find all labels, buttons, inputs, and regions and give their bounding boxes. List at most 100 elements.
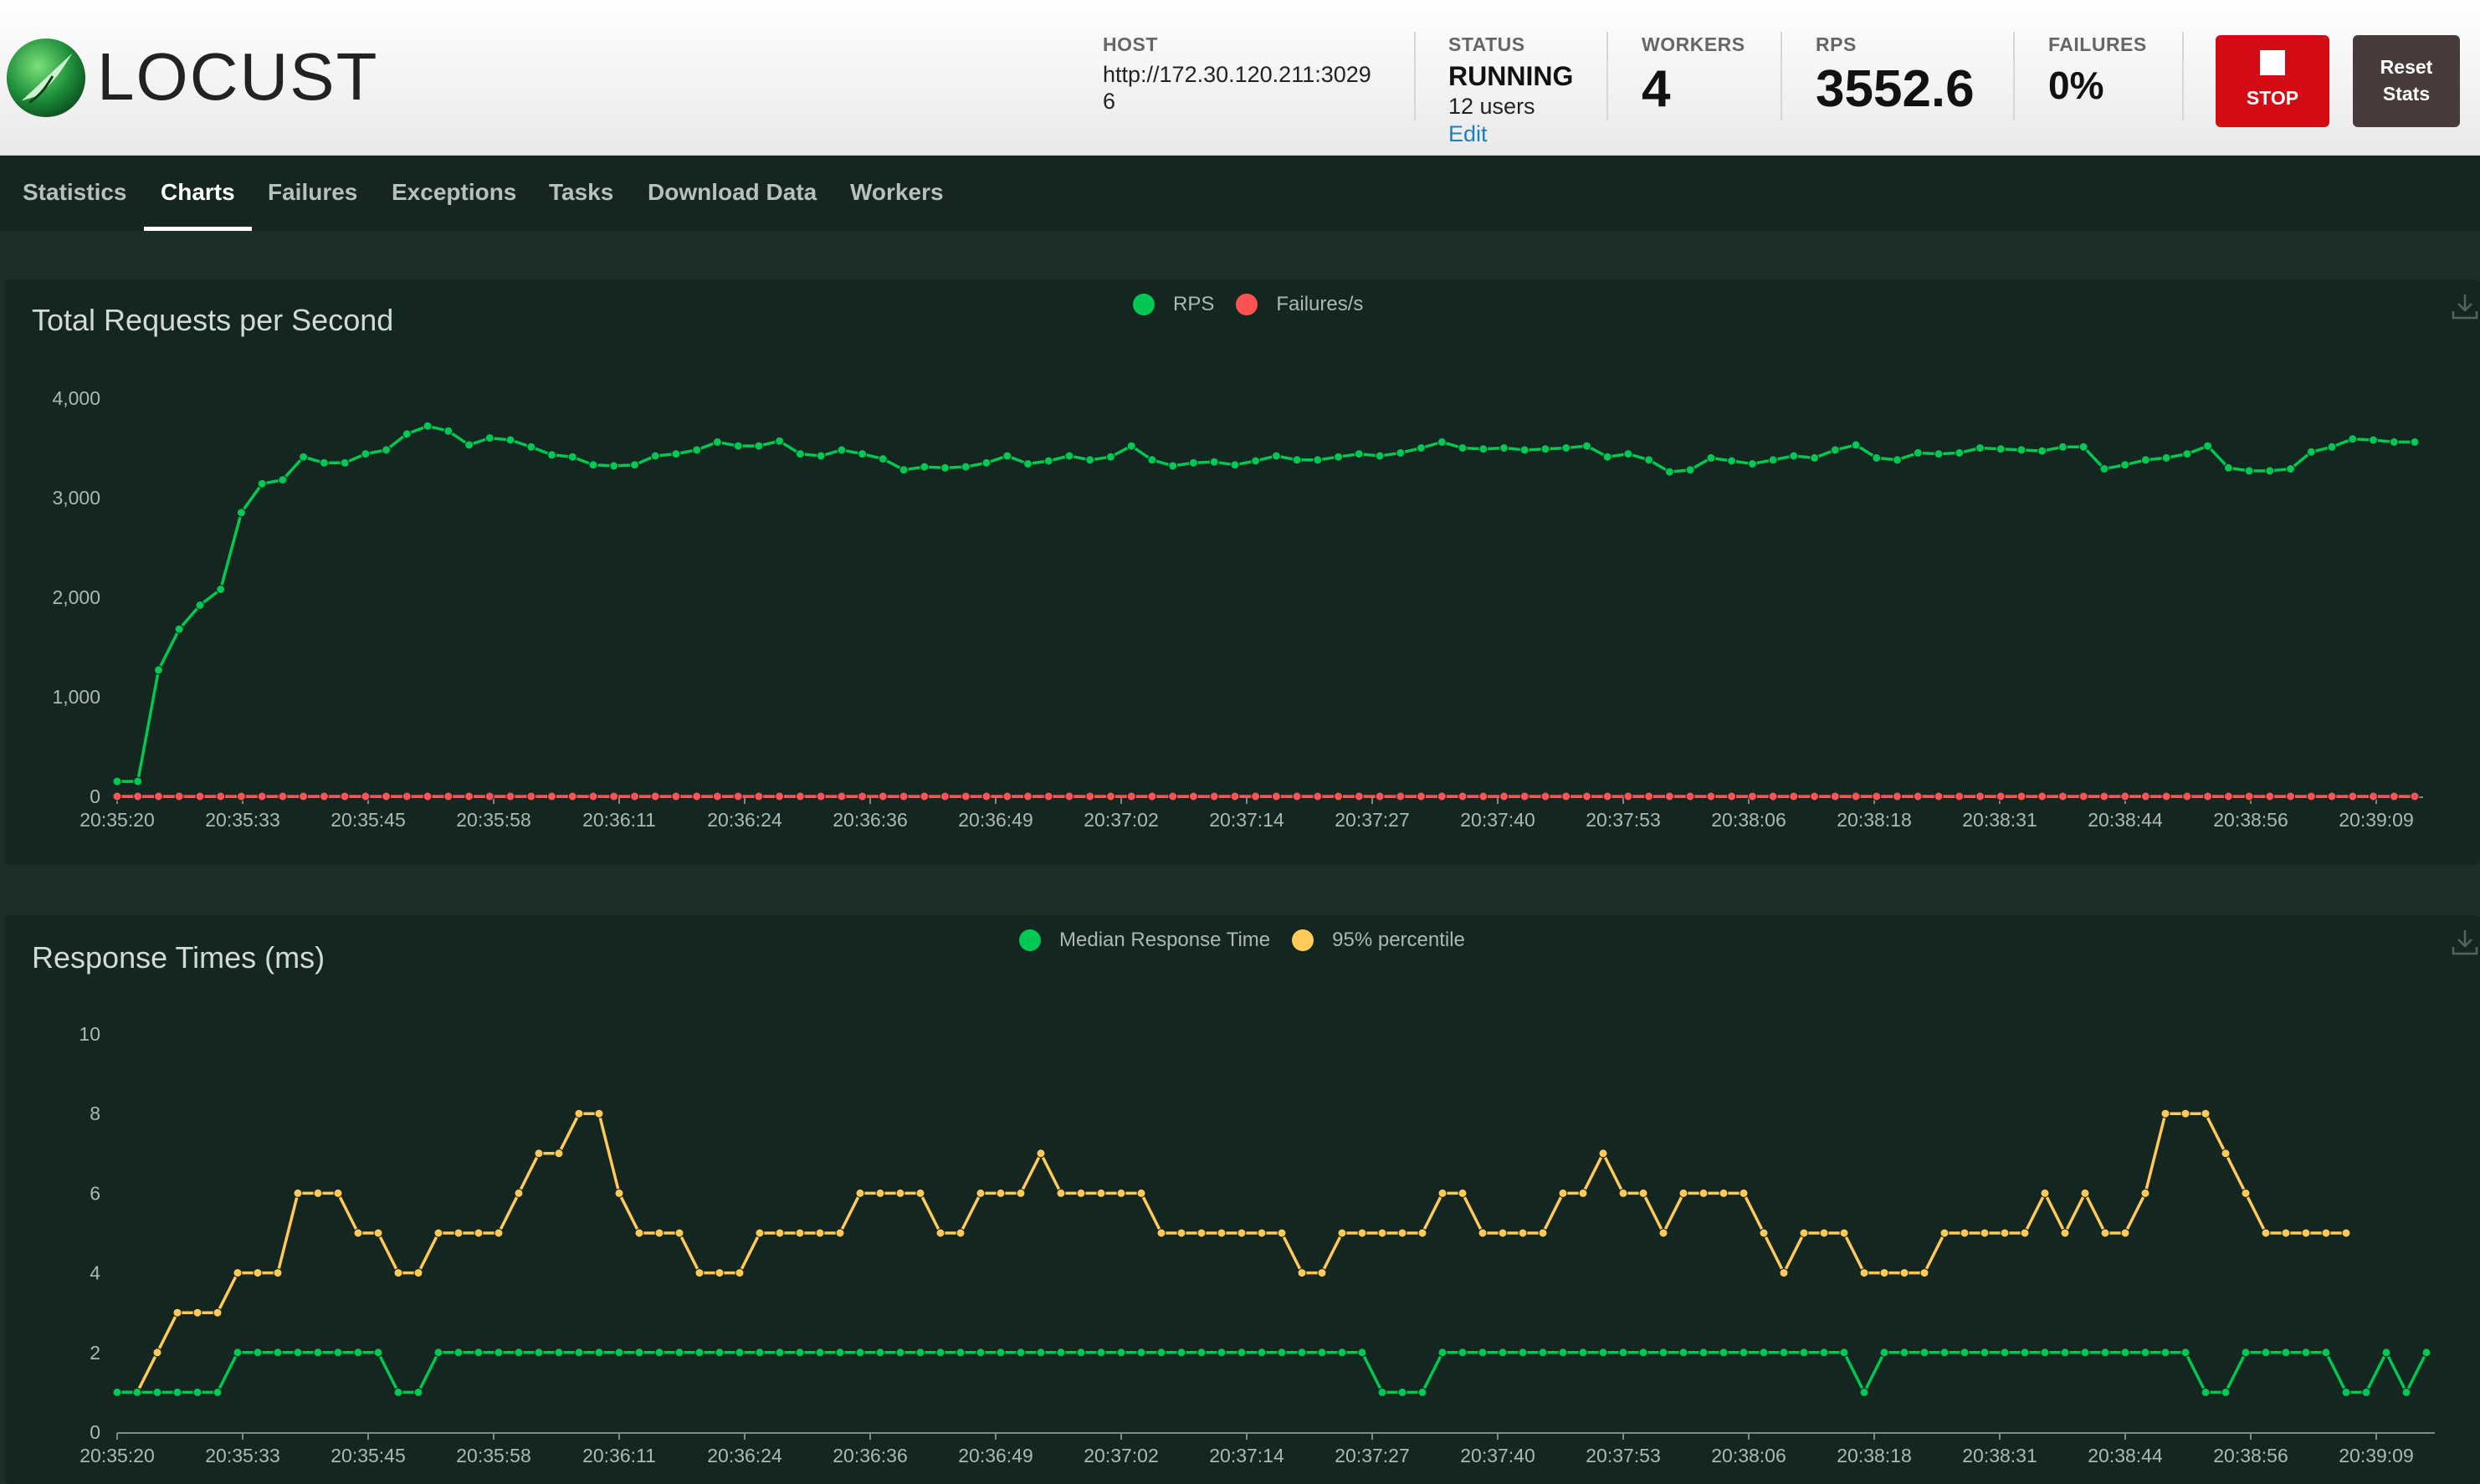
data-point [1375,451,1385,461]
tab-exceptions[interactable]: Exceptions [392,179,517,205]
data-point [858,449,868,459]
main-tabs: Statistics Charts Failures Exceptions Ta… [0,156,2480,231]
data-point [2286,791,2296,801]
download-icon[interactable] [2450,291,2480,321]
data-point [1859,1387,1869,1397]
x-tick-label: 20:36:24 [707,1445,782,1466]
data-point [1257,1228,1267,1238]
data-point [961,462,971,472]
data-point [112,791,122,801]
legend-item-95th-percentile[interactable]: 95% percentile [1292,929,1465,952]
data-point [1678,1188,1688,1198]
x-tick-label: 20:38:31 [1962,1445,2037,1466]
data-point [1830,791,1840,801]
data-point [2348,434,2358,444]
reset-stats-button[interactable]: Reset Stats [2353,35,2460,127]
data-point [594,1348,604,1358]
data-point [2000,1228,2010,1238]
data-point [505,791,515,801]
data-point [1810,791,1820,801]
failures-value: 0% [2048,64,2104,107]
data-point [1839,1348,1849,1358]
data-point [2301,1348,2311,1358]
data-point [172,1307,182,1318]
data-point [754,441,764,451]
stop-button[interactable]: STOP [2216,35,2329,127]
data-point [1337,1348,1347,1358]
data-point [2286,464,2296,473]
data-point [1768,791,1778,801]
data-point [1116,1188,1126,1198]
data-point [319,791,329,801]
data-point [1706,791,1716,801]
data-point [2306,447,2316,457]
data-point [1396,791,1406,801]
data-point [2078,442,2088,452]
data-point [1209,457,1219,467]
data-point [152,1387,162,1397]
response-time-chart-plot: 0 2 4 6 8 10 20:35:20 20:35:33 20:35:45 20:35:58 2… [79,1023,2435,1466]
data-point [1538,1348,1548,1358]
data-point [1623,449,1633,459]
x-tick-label: 20:35:33 [205,809,280,831]
data-point [754,791,764,801]
rps-block: RPS 3552.6 [1816,33,1975,119]
tab-download-data[interactable]: Download Data [648,179,817,205]
tab-tasks[interactable]: Tasks [549,179,614,205]
data-point [2341,1228,2351,1238]
data-point [588,791,598,801]
data-point [464,791,474,801]
download-icon[interactable] [2450,927,2480,957]
data-point [2410,791,2420,801]
data-point [795,1348,805,1358]
data-point [650,791,660,801]
data-point [1498,1228,1508,1238]
data-point [1558,1188,1568,1198]
data-point [1096,1188,1106,1198]
data-point [257,478,267,489]
data-point [1789,451,1799,461]
data-point [1085,791,1095,801]
x-tick-label: 20:38:06 [1711,1445,1786,1466]
x-tick-label: 20:39:09 [2339,809,2414,831]
data-point [1582,791,1591,801]
data-point [574,1108,584,1118]
data-point [1277,1228,1287,1238]
tab-statistics[interactable]: Statistics [23,179,127,205]
tab-charts[interactable]: Charts [144,156,252,231]
data-point [2410,437,2420,447]
data-point [1196,1228,1207,1238]
data-point [2100,1348,2110,1358]
tab-workers[interactable]: Workers [850,179,944,205]
data-point [2099,464,2109,473]
legend-item-median[interactable]: Median Response Time [1019,929,1270,952]
x-tick-label: 20:37:40 [1460,809,1535,831]
x-tick-label: 20:37:53 [1586,809,1661,831]
data-point [340,791,350,801]
data-point [2140,455,2150,465]
data-point [1779,1348,1789,1358]
data-point [2040,1188,2050,1198]
data-point [299,452,309,462]
data-point [236,508,246,518]
data-point [195,601,205,610]
data-point [940,791,950,801]
legend-item-rps[interactable]: RPS [1133,293,1214,316]
data-point [1056,1188,1066,1198]
data-point [1975,791,1985,801]
data-point [484,433,494,443]
legend-item-failures[interactable]: Failures/s [1236,293,1363,316]
data-point [319,458,329,468]
tab-failures[interactable]: Failures [268,179,358,205]
data-point [2016,791,2027,801]
data-point [1417,1228,1427,1238]
host-block: HOST http://172.30.120.211:30296 [1103,33,1379,115]
rps-chart-legend: RPS Failures/s [1133,288,1385,321]
data-point [1960,1228,1970,1238]
data-point [609,791,619,801]
legend-dot-icon [1292,929,1314,951]
data-point [1458,791,1468,801]
edit-users-link[interactable]: Edit [1448,121,1488,146]
reset-label-line2: Stats [2382,83,2431,105]
data-point [1217,1228,1227,1238]
